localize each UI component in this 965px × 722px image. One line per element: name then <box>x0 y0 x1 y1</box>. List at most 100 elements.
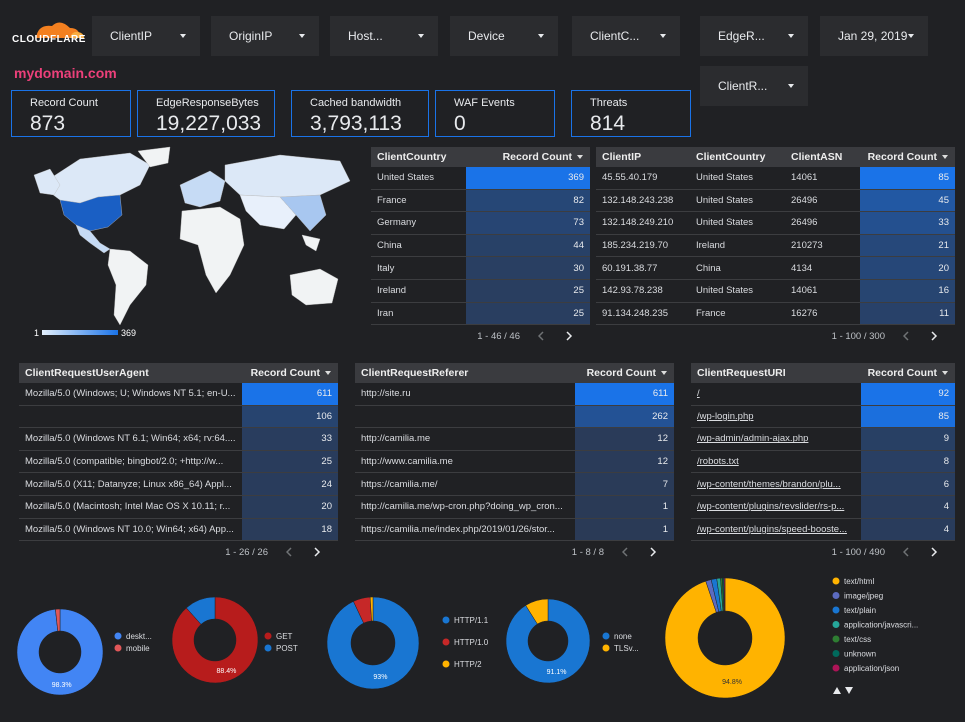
pager-button[interactable] <box>566 331 574 342</box>
heat-cell: 11 <box>860 302 955 325</box>
column-header[interactable]: Record Count <box>586 367 656 379</box>
heat-cell: 30 <box>466 257 590 279</box>
filter-dropdown[interactable]: Jan 29, 2019 <box>820 16 928 56</box>
column-header[interactable]: ClientRequestUserAgent <box>25 367 149 379</box>
table-row: http://camilia.me 12 <box>355 428 674 451</box>
pager-button[interactable] <box>903 547 911 558</box>
table-cell: United States <box>696 217 754 229</box>
column-header[interactable]: ClientCountry <box>377 151 447 163</box>
filter-dropdown[interactable]: ClientIP <box>92 16 200 56</box>
dropdown-caret <box>788 84 794 88</box>
heat-cell: 7 <box>575 473 674 495</box>
column-header[interactable]: ClientASN <box>791 151 843 163</box>
heat-cell: 1 <box>575 518 674 541</box>
table-row: Mozilla/5.0 (compatible; bingbot/2.0; +h… <box>19 450 338 474</box>
column-header[interactable]: Record Count <box>867 367 937 379</box>
legend-pager[interactable] <box>833 687 853 694</box>
legend-swatch <box>832 664 840 672</box>
table-header: ClientCountry Record Count <box>371 147 590 167</box>
filter-label: Host... <box>348 29 383 43</box>
pie-slice <box>171 596 259 684</box>
filter-dropdown[interactable]: EdgeR... <box>700 16 808 56</box>
column-header[interactable]: ClientRequestReferer <box>361 367 469 379</box>
pager-button[interactable] <box>314 547 322 558</box>
sort-arrow <box>942 371 948 375</box>
table-row: 142.93.78.238 United States 14061 16 <box>596 280 955 303</box>
link-cell[interactable]: /wp-content/plugins/revslider/rs-p... <box>697 501 845 513</box>
table-cell: 14061 <box>791 172 818 184</box>
heat-cell: 21 <box>860 234 955 257</box>
map-legend-max: 369 <box>121 328 136 338</box>
heat-cell: 33 <box>242 428 338 450</box>
pager-button[interactable] <box>538 331 546 342</box>
filter-label: Device <box>468 29 505 43</box>
heat-cell: 611 <box>575 383 674 405</box>
scorecard: Record Count 873 <box>11 90 131 137</box>
legend-label: GET <box>276 632 293 641</box>
table-cell: 132.148.249.210 <box>602 217 674 229</box>
table-cell: United States <box>696 172 754 184</box>
table-cell: Mozilla/5.0 (Windows NT 10.0; Win64; x64… <box>25 523 234 535</box>
table-row: http://www.camilia.me 12 <box>355 450 674 474</box>
table-row: China 44 <box>371 234 590 258</box>
table-header: ClientRequestURI Record Count <box>691 363 955 383</box>
pagination-text: 1 - 46 / 46 <box>477 331 520 343</box>
table-cell: Ireland <box>377 285 407 297</box>
heat-cell: 24 <box>242 473 338 495</box>
heat-cell: 4 <box>861 496 955 518</box>
column-header[interactable]: ClientCountry <box>696 151 766 163</box>
domain-title: mydomain.com <box>14 65 117 81</box>
filter-dropdown[interactable]: ClientR... <box>700 66 808 106</box>
heat-cell: 369 <box>466 167 590 189</box>
table-row: Mozilla/5.0 (X11; Datanyze; Linux x86_64… <box>19 473 338 496</box>
link-cell[interactable]: /wp-content/plugins/speed-booste... <box>697 523 847 535</box>
legend-swatch <box>442 616 450 624</box>
scorecard-label: EdgeResponseBytes <box>156 97 259 109</box>
pager-button[interactable] <box>931 331 939 342</box>
dropdown-caret <box>660 34 666 38</box>
column-header[interactable]: Record Count <box>867 151 937 163</box>
pagination-text: 1 - 8 / 8 <box>571 547 604 559</box>
pager-button[interactable] <box>931 547 939 558</box>
pager-button[interactable] <box>903 331 911 342</box>
scorecard-value: 19,227,033 <box>156 112 262 135</box>
legend-label: mobile <box>126 644 150 653</box>
data-table: ClientRequestUserAgent Record Count Mozill… <box>19 363 338 542</box>
data-table: ClientRequestURI Record Count / 92/wp-login… <box>691 363 955 542</box>
column-header[interactable]: Record Count <box>502 151 572 163</box>
scorecard-label: WAF Events <box>454 97 515 109</box>
legend-swatch <box>832 650 840 657</box>
scorecard-label: Cached bandwidth <box>310 97 402 109</box>
filter-dropdown[interactable]: Host... <box>330 16 438 56</box>
column-header[interactable]: Record Count <box>250 367 320 379</box>
pager-button[interactable] <box>650 547 658 558</box>
legend-swatch <box>832 577 840 585</box>
table-row: 132.148.249.210 United States 26496 33 <box>596 212 955 235</box>
pager-button[interactable] <box>286 547 294 558</box>
table-cell: 185.234.219.70 <box>602 240 669 252</box>
link-cell[interactable]: / <box>697 388 700 400</box>
link-cell[interactable]: /wp-login.php <box>697 410 754 422</box>
table-row: 132.148.243.238 United States 26496 45 <box>596 189 955 213</box>
link-cell[interactable]: /robots.txt <box>697 456 739 468</box>
legend-swatch <box>602 632 610 640</box>
sort-arrow <box>661 371 667 375</box>
slice-label: 88.4% <box>216 668 236 675</box>
filter-label: EdgeR... <box>718 29 765 43</box>
filter-dropdown[interactable]: ClientC... <box>572 16 680 56</box>
column-header[interactable]: ClientRequestURI <box>697 367 786 379</box>
column-header[interactable]: ClientIP <box>602 151 642 163</box>
filter-dropdown[interactable]: Device <box>450 16 558 56</box>
filter-label: Jan 29, 2019 <box>838 29 908 43</box>
pager-button[interactable] <box>622 547 630 558</box>
slice-label: 93% <box>373 674 387 681</box>
scorecard-label: Record Count <box>30 97 98 109</box>
link-cell[interactable]: /wp-admin/admin-ajax.php <box>697 433 809 445</box>
pie-slice <box>16 608 104 696</box>
filter-dropdown[interactable]: OriginIP <box>211 16 319 56</box>
link-cell[interactable]: /wp-content/themes/brandon/plu... <box>697 478 841 490</box>
table-cell: 16276 <box>791 307 818 319</box>
scorecard: WAF Events 0 <box>435 90 555 137</box>
heat-cell: 4 <box>861 518 955 541</box>
map-legend-min: 1 <box>34 328 39 338</box>
